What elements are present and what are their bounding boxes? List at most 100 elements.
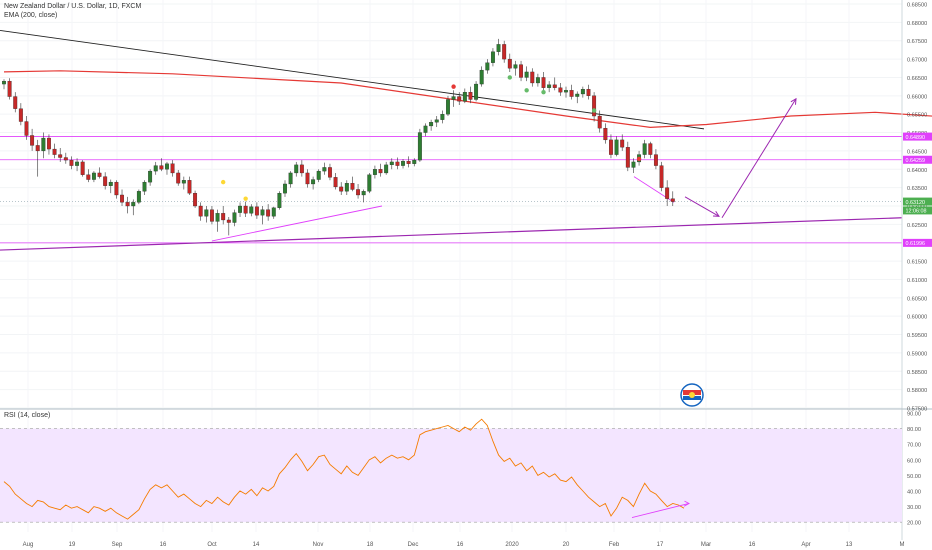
price-tick-label: 0.60500 [907, 296, 927, 302]
time-tick-label: 13 [846, 542, 853, 548]
candle-body [52, 148, 57, 155]
candle-body [625, 147, 630, 168]
price-tick-label: 0.57500 [907, 407, 927, 413]
candle-body [395, 161, 400, 166]
projection-arrow-up-head [790, 97, 797, 105]
candle-body [322, 167, 327, 172]
price-tick-label: 0.60000 [907, 315, 927, 321]
candle-body [620, 139, 625, 148]
candle-body [446, 99, 450, 115]
candle-body [13, 96, 18, 109]
descending-trendline [0, 29, 705, 130]
price-tick-label: 0.61000 [907, 278, 927, 284]
candle-body [136, 191, 141, 203]
price-tag-label: 0.61996 [906, 241, 926, 247]
candle-body [187, 180, 192, 194]
price-tick-label: 0.62500 [907, 223, 927, 229]
candle-body [159, 165, 164, 170]
trendlines [0, 29, 903, 251]
signal-dot [591, 108, 597, 113]
time-tick-label: Apr [801, 542, 810, 548]
signal-markers-layer [220, 75, 642, 201]
candle-body [485, 62, 490, 71]
projection-arrows [684, 97, 797, 219]
candle-body [198, 205, 203, 217]
candle-body [2, 80, 6, 85]
candle-body [165, 163, 169, 170]
rsi-legend: RSI (14, close) [4, 412, 51, 419]
candle-body [120, 194, 124, 203]
candle-body [507, 58, 512, 69]
candle-body [260, 209, 265, 216]
candle-body [429, 122, 434, 127]
price-tick-label: 0.68500 [907, 3, 927, 9]
candle-body [609, 139, 613, 155]
signal-dot [243, 196, 248, 201]
price-tick-label: 0.66000 [907, 94, 927, 100]
long-support-trendline [0, 217, 903, 251]
candle-body [586, 89, 591, 96]
candle-body [552, 84, 557, 88]
candle-body [86, 174, 91, 180]
price-tick-label: 0.61500 [907, 260, 927, 266]
candle-body [58, 154, 63, 158]
time-tick-label: 20 [563, 542, 570, 548]
candle-body [496, 44, 501, 52]
time-tick-label: Feb [609, 542, 620, 548]
candle-body [642, 143, 647, 155]
candle-body [170, 163, 175, 174]
candle-body [266, 209, 271, 217]
signal-dot [541, 89, 546, 95]
price-tick-label: 0.64000 [907, 168, 927, 174]
candle-body [564, 90, 568, 93]
candle-body [417, 132, 422, 161]
price-tick-label: 0.68000 [907, 21, 927, 27]
candle-body [271, 207, 276, 217]
rsi-band-fill [0, 428, 902, 523]
candle-body [209, 209, 214, 222]
candle-body [221, 213, 226, 221]
time-tick-label: M [900, 542, 905, 548]
time-axis: Aug 19 Sep 16 Oct 14 Nov 18 Dec 16 2020 20 Feb 17 Mar 1… [23, 542, 905, 548]
price-tick-label: 0.64500 [907, 149, 927, 155]
candle-body [451, 96, 456, 100]
rsi-tick-label: 50.00 [907, 474, 921, 480]
time-tick-label: Aug [23, 542, 34, 548]
price-tick-label: 0.67000 [907, 58, 927, 64]
ema-200-line [3, 70, 932, 129]
candle-body [513, 64, 518, 69]
price-tag [903, 197, 932, 206]
candle-body [474, 83, 479, 100]
candle-body [648, 143, 653, 155]
price-tag [903, 132, 932, 141]
candle-body [294, 164, 299, 174]
rsi-divergence-line [631, 503, 690, 518]
candles-layer [2, 38, 675, 236]
candle-body [91, 172, 96, 180]
price-tick-label: 0.59500 [907, 333, 927, 339]
candle-body [665, 187, 670, 199]
price-tick-label: 0.63500 [907, 186, 927, 192]
candle-body [238, 205, 242, 213]
candle-body [35, 145, 40, 152]
candle-body [558, 87, 563, 93]
price-tag-label: 0.64890 [906, 135, 926, 141]
candle-body [41, 137, 46, 152]
candle-body [412, 159, 417, 164]
price-tag [903, 155, 932, 164]
candle-body [406, 161, 411, 164]
ema-legend: EMA (200, close) [4, 12, 58, 19]
candle-body [372, 169, 377, 175]
symbol-title: New Zealand Dollar / U.S. Dollar, 1D, FX… [4, 3, 142, 10]
candle-body [597, 115, 602, 129]
candle-body [226, 219, 231, 223]
rsi-panel: 90.00 80.00 70.00 60.00 50.00 40.00 30.00 20.00 [0, 412, 921, 527]
price-tick-label: 0.65500 [907, 113, 927, 119]
candle-body [232, 212, 237, 223]
rsi-legend-box: RSI (14, close) [4, 411, 50, 420]
candle-body [423, 125, 428, 133]
rsi-tick-label: 40.00 [907, 490, 921, 496]
chart-legend: New Zealand Dollar / U.S. Dollar, 1D, FX… [4, 2, 141, 20]
candle-body [530, 71, 535, 84]
